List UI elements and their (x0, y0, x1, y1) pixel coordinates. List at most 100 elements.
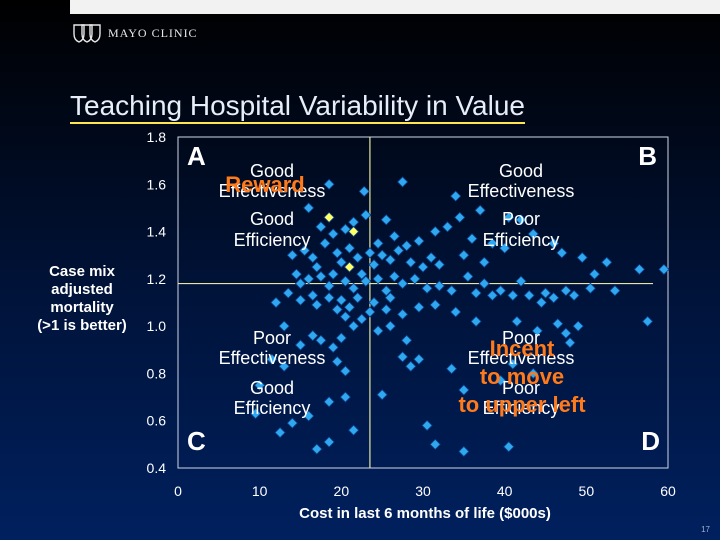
data-point (303, 273, 315, 285)
top-bar (70, 0, 720, 14)
data-point (303, 202, 315, 214)
data-point (250, 408, 262, 420)
data-point (339, 311, 351, 323)
data-point (270, 296, 282, 309)
data-point (458, 384, 470, 396)
data-point (405, 256, 417, 268)
data-point (421, 282, 433, 294)
data-point (462, 270, 474, 283)
data-point (397, 278, 409, 290)
data-point (356, 313, 368, 325)
x-tick-label: 20 (334, 483, 350, 499)
data-point (372, 325, 384, 337)
data-point (307, 289, 319, 301)
data-point (499, 242, 511, 254)
quadrant-text: Effectiveness (468, 348, 575, 368)
data-point (531, 325, 543, 337)
x-tick-label: 0 (174, 483, 182, 499)
data-point (576, 252, 588, 264)
data-point (507, 289, 519, 301)
data-point (446, 285, 458, 297)
x-axis-label: Cost in last 6 months of life ($000s) (299, 505, 551, 522)
data-point (527, 228, 539, 240)
data-point (429, 438, 441, 450)
quadrant-letter-b: B (638, 141, 657, 171)
data-point (458, 445, 470, 458)
quadrant-text: Efficiency (483, 398, 560, 418)
y-tick-label: 0.8 (147, 365, 167, 381)
quadrant-text: Efficiency (234, 398, 311, 418)
data-point (523, 289, 535, 301)
x-tick-label: 50 (579, 483, 595, 499)
data-point (470, 287, 482, 299)
data-point (311, 299, 323, 311)
data-point (335, 332, 347, 344)
data-point (254, 379, 266, 391)
data-point (319, 237, 331, 249)
quadrant-text: Effectiveness (219, 181, 326, 201)
quadrant-text: Effectiveness (219, 348, 326, 368)
data-point (486, 237, 498, 249)
data-point (348, 216, 360, 228)
incent-callout: Incent (490, 336, 555, 361)
plot-area (177, 136, 669, 469)
data-point (486, 289, 498, 301)
data-point (384, 320, 396, 332)
callouts: Reward Incent to move to upper left (225, 172, 586, 417)
data-point (282, 287, 294, 299)
data-point (286, 417, 298, 429)
data-point (409, 273, 421, 285)
quadrant-text: Efficiency (234, 230, 311, 250)
data-point (303, 410, 315, 422)
mayo-clinic-logo: MAYO CLINIC (72, 22, 198, 44)
incent-callout: to upper left (458, 392, 586, 417)
quadrant-text: Good (250, 161, 294, 181)
data-point (535, 296, 547, 309)
data-point (446, 363, 458, 375)
data-point (368, 259, 380, 271)
data-point (323, 178, 335, 190)
data-point (503, 441, 515, 453)
reward-callout: Reward (225, 172, 304, 197)
data-point (478, 278, 490, 290)
x-tick-labels: 0 10 20 30 40 50 60 (174, 483, 676, 499)
data-point (299, 244, 311, 257)
data-point (458, 249, 470, 261)
quadrant-text: Poor (253, 328, 291, 348)
data-point (413, 353, 425, 365)
data-point (315, 334, 327, 346)
data-point (278, 360, 290, 372)
slide-title: Teaching Hospital Variability in Value (70, 90, 525, 121)
data-point (266, 353, 278, 365)
data-point (331, 304, 343, 316)
data-point (642, 315, 654, 327)
data-point (343, 301, 356, 313)
quadrant-text: Poor (502, 378, 540, 398)
logo-text: MAYO CLINIC (108, 25, 198, 40)
data-point (335, 256, 347, 268)
data-point (348, 282, 360, 294)
data-point (401, 240, 413, 252)
data-point (397, 176, 409, 188)
data-point (352, 292, 364, 304)
data-point (433, 280, 445, 292)
quadrant-letter-a: A (187, 141, 206, 171)
data-point (327, 341, 339, 353)
data-point (588, 268, 601, 280)
data-point (454, 211, 466, 223)
data-point (429, 226, 441, 238)
data-point (539, 287, 552, 299)
data-point (331, 247, 343, 259)
quadrant-labels: A GoodEffectivenessGoodEfficiencyBGoodEff… (187, 141, 660, 456)
incent-callout: to move (480, 364, 564, 389)
data-point (633, 263, 645, 275)
data-point (441, 221, 454, 233)
quadrant-text: Good (250, 209, 294, 229)
data-point (311, 443, 323, 455)
data-point (556, 247, 568, 259)
y-tick-labels: 0.4 0.6 0.8 1.0 1.2 1.4 1.6 1.8 (147, 129, 167, 476)
data-point (470, 315, 482, 327)
data-point (380, 285, 392, 297)
data-point (372, 237, 384, 249)
data-point (339, 275, 351, 287)
